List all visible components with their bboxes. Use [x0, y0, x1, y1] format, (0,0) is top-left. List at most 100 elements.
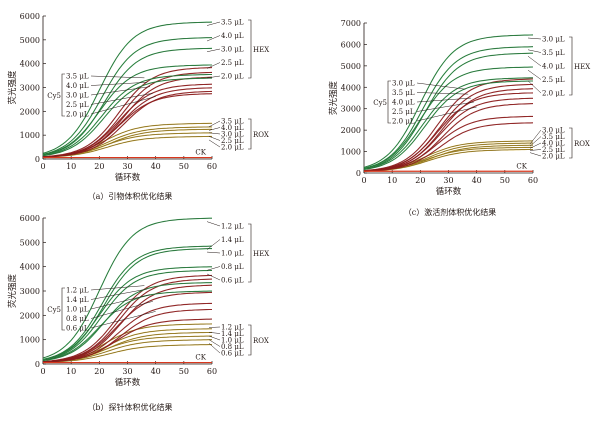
series-line-cy5	[42, 67, 213, 158]
hex-volume-label: 2.5 μL	[542, 76, 565, 84]
series-line-cy5	[42, 90, 213, 158]
series-line-hex-fit	[363, 80, 533, 170]
cy5-volume-label: 2.0 μL	[392, 118, 415, 126]
rox-volume-label: 1.4 μL	[221, 330, 244, 338]
series-line-rox-fit	[42, 136, 212, 158]
cy5-volume-label: 2.0 μL	[66, 111, 89, 119]
rox-volume-label: 0.6 μL	[221, 350, 244, 358]
leader-line	[90, 92, 153, 105]
series-line-cy5	[42, 93, 213, 158]
x-tick-label: 0	[361, 176, 366, 185]
hex-bracket	[569, 36, 573, 96]
leader-line	[206, 273, 221, 281]
ck-label: CK	[516, 162, 527, 170]
x-tick-label: 60	[207, 162, 217, 171]
hex-volume-label: 3.0 μL	[542, 36, 565, 44]
x-tick-label: 30	[443, 176, 453, 185]
series-line-cy5	[363, 122, 534, 172]
rox-volume-label: 3.5 μL	[542, 133, 565, 141]
leader-line	[208, 132, 221, 135]
leader-line	[90, 96, 156, 115]
cy5-bracket	[61, 287, 65, 331]
series-line-cy5	[363, 78, 534, 172]
series-line-hex-fit	[42, 266, 212, 360]
leader-line	[529, 152, 542, 157]
series-line-hex-fit	[42, 290, 212, 361]
y-tick-label: 7000	[341, 19, 361, 28]
y-tick-label: 4000	[341, 83, 361, 92]
leader-line	[208, 127, 221, 131]
cy5-volume-label: 3.5 μL	[392, 89, 415, 97]
y-tick-label: 6000	[20, 12, 40, 21]
leader-line	[527, 80, 542, 94]
series-line-rox-fit	[42, 344, 212, 363]
leader-line	[90, 86, 151, 96]
y-tick-label: 1000	[20, 131, 40, 140]
hex-volume-label: 3.5 μL	[542, 49, 565, 57]
rox-bracket	[248, 118, 252, 150]
leader-line	[416, 97, 472, 103]
x-tick-label: 20	[415, 176, 425, 185]
rox-volume-label: 2.0 μL	[542, 153, 565, 161]
hex-volume-label: 4.0 μL	[542, 63, 565, 71]
y-tick-label: 5000	[341, 62, 361, 71]
cy5-volume-label: 4.0 μL	[392, 99, 415, 107]
leader-line	[90, 288, 148, 300]
x-tick-label: 50	[179, 367, 189, 376]
x-tick-label: 20	[94, 162, 104, 171]
leader-line	[416, 92, 469, 95]
rox-volume-label: 0.8 μL	[221, 343, 244, 351]
series-line-hex-fit	[363, 34, 534, 168]
y-axis-label: 荧光强度	[7, 274, 18, 309]
leader-line	[529, 149, 542, 151]
y-tick-label: 2000	[341, 126, 361, 135]
y-axis-label: 荧光强度	[7, 70, 18, 105]
y-tick-label: 2000	[20, 107, 40, 116]
y-tick-label: 5000	[20, 238, 40, 247]
y-axis-label: 荧光强度	[328, 81, 339, 116]
x-tick-label: 50	[179, 162, 189, 171]
x-tick-label: 20	[94, 367, 104, 376]
cy5-bracket	[61, 73, 65, 117]
leader-line	[208, 139, 221, 148]
x-tick-label: 60	[207, 367, 217, 376]
chart-panel-1: 0 1000 2000 3000 4000 5000 6000 7000 0 10 20 30 40 50…	[328, 19, 590, 217]
leader-line	[527, 69, 542, 80]
x-tick-label: 30	[122, 367, 132, 376]
x-axis-label: 循环数	[436, 186, 462, 197]
hex-bracket	[248, 223, 252, 283]
leader-line	[208, 326, 221, 328]
leader-line	[529, 136, 542, 147]
rox-volume-label: 3.0 μL	[542, 127, 565, 135]
x-tick-label: 0	[40, 367, 45, 376]
cy5-volume-label: 3.5 μL	[66, 73, 89, 81]
series-line-hex-fit	[363, 77, 533, 170]
rox-bracket	[248, 324, 252, 356]
leader-line	[416, 82, 466, 90]
leader-line	[90, 82, 148, 86]
y-tick-label: 0	[356, 169, 361, 178]
cy5-group-label: Cy5	[47, 92, 61, 100]
x-tick-label: 50	[500, 176, 510, 185]
x-tick-label: 0	[40, 162, 45, 171]
y-tick-label: 6000	[341, 40, 361, 49]
y-tick-label: 2000	[20, 311, 40, 320]
y-tick-label: 6000	[20, 214, 40, 223]
ck-label: CK	[195, 354, 206, 362]
cy5-volume-label: 4.0 μL	[66, 82, 89, 90]
rox-volume-label: 1.2 μL	[221, 324, 244, 332]
hex-volume-label: 1.4 μL	[221, 236, 244, 244]
leader-line	[416, 106, 477, 122]
cy5-volume-label: 0.6 μL	[66, 325, 89, 333]
cy5-volume-label: 3.0 μL	[392, 80, 415, 88]
x-tick-label: 40	[151, 162, 161, 171]
leader-line	[90, 75, 145, 79]
rox-group-label: ROX	[253, 131, 269, 139]
series-line-hex-fit	[42, 218, 212, 359]
y-tick-label: 0	[35, 360, 40, 369]
leader-line	[208, 332, 221, 334]
series-line-hex-fit	[363, 53, 533, 169]
rox-volume-label: 1.0 μL	[221, 337, 244, 345]
cy5-volume-label: 1.0 μL	[66, 306, 89, 314]
